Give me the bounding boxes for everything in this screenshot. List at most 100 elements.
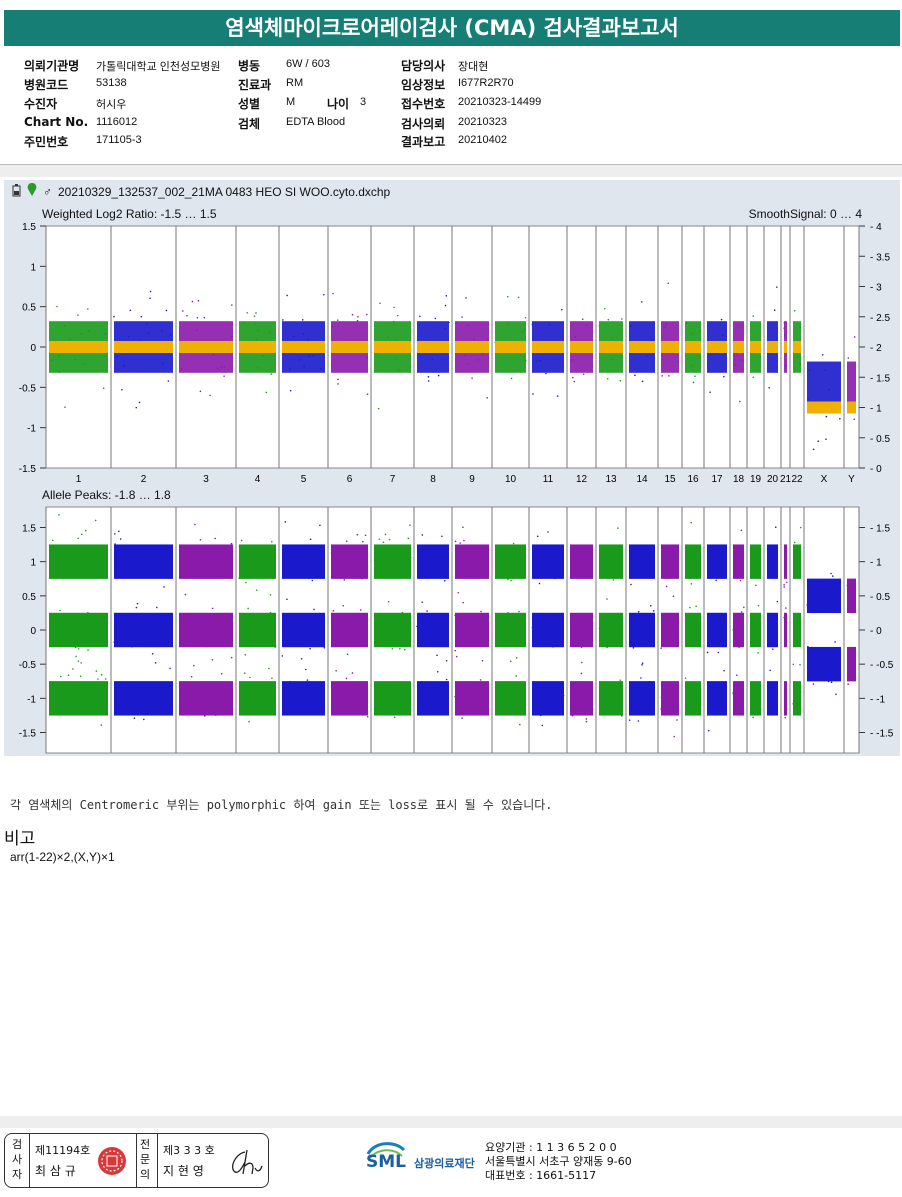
organization-logo: SML 삼광의료재단 (364, 1140, 475, 1176)
allele-point (720, 626, 723, 628)
allele-point (300, 657, 303, 660)
allele-point (118, 530, 120, 533)
allele-point (772, 697, 774, 700)
allele-peak-chr11 (532, 681, 564, 716)
allele-peak-chr16 (685, 681, 701, 716)
log2-ratio-point (104, 332, 107, 335)
allele-peak-chr22 (793, 544, 801, 579)
allele-peak-chr1 (49, 544, 108, 579)
allele-point (454, 614, 456, 617)
allele-point (455, 655, 458, 658)
allele-point (476, 685, 479, 688)
allele-point (686, 544, 688, 546)
log2-ratio-point (180, 367, 183, 370)
log2-ratio-point (308, 355, 310, 358)
allele-point (480, 641, 482, 643)
log2-ratio-point (203, 316, 206, 319)
log2-ratio-point (685, 322, 688, 325)
allele-peak-chr19 (750, 612, 761, 648)
log2-ratio-point (524, 359, 527, 362)
allele-point (540, 638, 543, 640)
allele-point (463, 539, 465, 542)
allele-point (121, 633, 123, 636)
y-tick-label: -1.5 (19, 464, 37, 475)
centromere-note: 각 염색체의 Centromeric 부위는 polymorphic 하여 ga… (10, 798, 553, 812)
allele-point (754, 684, 757, 686)
allele-point (269, 594, 272, 596)
allele-point (269, 611, 272, 614)
allele-point (550, 710, 553, 713)
allele-point (799, 663, 801, 666)
log2-ratio-point (598, 324, 601, 327)
allele-point (609, 571, 611, 574)
allele-point (741, 713, 744, 716)
allele-point (104, 678, 107, 680)
log2-ratio-point (582, 373, 585, 376)
log2-ratio-point (102, 387, 105, 389)
allele-point (470, 552, 473, 555)
allele-point (587, 558, 589, 561)
allele-point (428, 576, 430, 578)
sig1-name: 최 삼 규 (35, 1164, 76, 1178)
info-label: 접수번호 (401, 97, 446, 111)
allele-point (469, 569, 472, 571)
allele-peak-chr12 (570, 681, 593, 716)
log2-ratio-point (262, 354, 264, 357)
allele-point (454, 649, 457, 652)
allele-point (421, 534, 424, 536)
allele-point (63, 554, 66, 557)
allele-point (661, 616, 664, 619)
log2-ratio-point (694, 375, 696, 378)
allele-point (243, 672, 246, 674)
allele-peak-chr11 (532, 612, 564, 648)
allele-point (471, 557, 473, 560)
info-value: 53138 (96, 77, 127, 89)
allele-point (630, 583, 632, 586)
log2-ratio-point (821, 354, 824, 356)
handwritten-signature-icon (227, 1148, 263, 1182)
allele-point (119, 548, 122, 551)
log2-ratio-point (571, 359, 573, 361)
log2-ratio-point (585, 324, 588, 327)
allele-point (582, 688, 584, 690)
allele-point (831, 575, 834, 577)
allele-point (632, 695, 635, 698)
allele-peak-chr13 (599, 612, 623, 648)
allele-peak-chr20 (767, 612, 778, 648)
allele-point (641, 662, 644, 664)
allele-point (696, 682, 699, 684)
allele-point (479, 679, 482, 681)
allele-point (100, 724, 103, 726)
log2-ratio-point (734, 363, 736, 366)
info-value: I677R2R70 (458, 77, 514, 89)
log2-ratio-point (506, 295, 509, 298)
allele-point (608, 707, 611, 709)
y-tick-label: 0 (30, 626, 36, 637)
log2-ratio-point (393, 306, 395, 309)
log2-ratio-point (255, 312, 257, 314)
allele-point (243, 634, 246, 637)
allele-point (149, 569, 152, 572)
log2-ratio-point (548, 323, 551, 326)
allele-point (461, 717, 463, 719)
smooth-signal-chr7 (374, 341, 411, 353)
info-label: 병동 (238, 59, 261, 73)
allele-point (348, 544, 350, 547)
log2-ratio-point (303, 365, 305, 368)
allele-point (665, 559, 667, 562)
allele-point (807, 645, 809, 648)
log2-ratio-point (531, 323, 534, 326)
log2-ratio-point (645, 355, 648, 358)
allele-point (660, 647, 662, 649)
file-bar: ♂ 20210329_132537_002_21MA 0483 HEO SI W… (12, 183, 390, 200)
allele-peak-chr2 (114, 612, 173, 648)
log2-ratio-point (161, 362, 164, 365)
allele-point (58, 514, 60, 516)
allele-point (784, 716, 787, 719)
smooth-signal-chr22 (793, 341, 801, 353)
log2-ratio-point (661, 375, 663, 377)
log2-ratio-point (332, 292, 334, 295)
log2-ratio-point (165, 309, 168, 312)
log2-ratio-point (853, 418, 856, 421)
allele-point (436, 670, 439, 673)
